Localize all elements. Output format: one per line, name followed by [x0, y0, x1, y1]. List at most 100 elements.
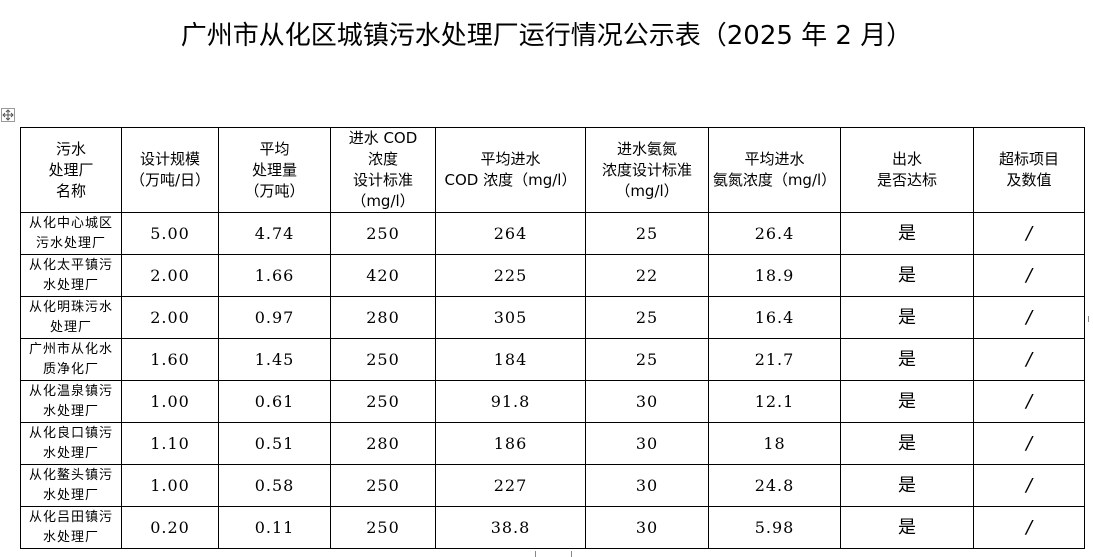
design-capacity-cell: 2.00	[121, 254, 219, 297]
table-header-row: 污水 处理厂 名称 设计规模 （万吨/日） 平均 处理量 （万吨） 进水 COD 浓度 设计标准 （m…	[20, 127, 1085, 213]
header-line: COD 浓度（mg/l）	[444, 171, 577, 189]
exceed-cell: /	[973, 254, 1085, 297]
header-line: 浓度	[367, 150, 398, 168]
design-capacity-cell: 1.00	[121, 464, 219, 507]
avg-nh3-cell: 18.9	[708, 254, 841, 297]
header-line: 进水 COD	[348, 129, 418, 147]
design-capacity-cell: 0.20	[121, 506, 219, 549]
plant-name-line: 水处理厂	[42, 277, 99, 293]
header-line: 进水氨氮	[616, 139, 677, 158]
avg-volume-cell: 0.61	[218, 380, 331, 423]
avg-cod-cell: 227	[435, 464, 586, 507]
cod-standard-cell: 420	[330, 254, 436, 297]
header-line: 平均进水	[744, 150, 805, 168]
page-title: 广州市从化区城镇污水处理厂运行情况公示表（2025 年 2 月）	[180, 21, 913, 51]
avg-cod-cell: 264	[435, 212, 586, 255]
design-capacity-cell: 1.10	[121, 422, 219, 465]
header-line: 处理量	[251, 160, 297, 179]
header-line: 污水	[55, 139, 86, 158]
plant-name-line: 水处理厂	[42, 403, 99, 419]
header-line: （万吨/日）	[129, 171, 211, 189]
header-line: 出水	[891, 150, 922, 168]
plant-name-cell: 从化吕田镇污 水处理厂	[20, 506, 122, 549]
header-line: 及数值	[1006, 171, 1052, 189]
header-line: 是否达标	[876, 171, 937, 189]
avg-cod-cell: 184	[435, 338, 586, 381]
header-line: 平均进水	[480, 150, 541, 168]
nh3-standard-cell: 25	[585, 296, 709, 339]
plant-name-line: 水处理厂	[42, 487, 99, 503]
avg-nh3-cell: 18	[708, 422, 841, 465]
table-row: 广州市从化水 质净化厂 1.60 1.45 250 184 25 21.7 是 /	[20, 338, 1085, 381]
plant-name-cell: 从化温泉镇污 水处理厂	[20, 380, 122, 423]
plant-name-line: 广州市从化水	[28, 341, 113, 357]
avg-volume-cell: 0.11	[218, 506, 331, 549]
plant-name-cell: 从化中心城区 污水处理厂	[20, 212, 122, 255]
avg-volume-cell: 4.74	[218, 212, 331, 255]
compliant-cell: 是	[840, 338, 974, 381]
avg-cod-cell: 91.8	[435, 380, 586, 423]
plant-name-line: 从化太平镇污	[28, 257, 113, 273]
cod-standard-cell: 250	[330, 338, 436, 381]
header-cod-standard: 进水 COD 浓度 设计标准 （mg/l）	[330, 127, 436, 213]
plant-name-cell: 广州市从化水 质净化厂	[20, 338, 122, 381]
header-line: 设计标准	[352, 171, 413, 189]
plant-name-line: 从化温泉镇污	[28, 383, 113, 399]
header-line: 名称	[55, 181, 86, 200]
header-line: 浓度设计标准	[601, 160, 692, 179]
exceed-cell: /	[973, 506, 1085, 549]
table-row: 从化温泉镇污 水处理厂 1.00 0.61 250 91.8 30 12.1 是 /	[20, 380, 1085, 423]
plant-name-line: 从化中心城区	[28, 215, 113, 231]
header-line: 超标项目	[998, 150, 1059, 168]
nh3-standard-cell: 25	[585, 212, 709, 255]
cod-standard-cell: 250	[330, 380, 436, 423]
design-capacity-cell: 2.00	[121, 296, 219, 339]
move-cross-icon[interactable]	[1, 108, 15, 122]
exceed-cell: /	[973, 422, 1085, 465]
header-avg-volume: 平均 处理量 （万吨）	[218, 127, 331, 213]
exceed-cell: /	[973, 296, 1085, 339]
header-line: 氨氮浓度（mg/l）	[712, 171, 837, 189]
compliant-cell: 是	[840, 212, 974, 255]
table-row: 从化良口镇污 水处理厂 1.10 0.51 280 186 30 18 是 /	[20, 422, 1085, 465]
exceed-cell: /	[973, 464, 1085, 507]
header-nh3-standard: 进水氨氮 浓度设计标准 （mg/l）	[585, 127, 709, 213]
plant-name-cell: 从化鳌头镇污 水处理厂	[20, 464, 122, 507]
avg-nh3-cell: 5.98	[708, 506, 841, 549]
plant-name-line: 从化鳌头镇污	[28, 467, 113, 483]
avg-cod-cell: 225	[435, 254, 586, 297]
avg-volume-cell: 0.97	[218, 296, 331, 339]
nh3-standard-cell: 25	[585, 338, 709, 381]
plant-name-line: 从化吕田镇污	[28, 509, 113, 525]
nh3-standard-cell: 30	[585, 380, 709, 423]
plant-name-line: 水处理厂	[42, 445, 99, 461]
nh3-standard-cell: 22	[585, 254, 709, 297]
cod-standard-cell: 280	[330, 422, 436, 465]
avg-nh3-cell: 21.7	[708, 338, 841, 381]
table-edge-marker	[1088, 316, 1089, 322]
table-row: 从化太平镇污 水处理厂 2.00 1.66 420 225 22 18.9 是 /	[20, 254, 1085, 297]
exceed-cell: /	[973, 338, 1085, 381]
plant-name-line: 从化明珠污水	[28, 299, 113, 315]
cod-standard-cell: 250	[330, 506, 436, 549]
avg-cod-cell: 305	[435, 296, 586, 339]
plant-name-cell: 从化明珠污水 处理厂	[20, 296, 122, 339]
header-avg-cod: 平均进水 COD 浓度（mg/l）	[435, 127, 586, 213]
plant-name-cell: 从化良口镇污 水处理厂	[20, 422, 122, 465]
cod-standard-cell: 250	[330, 212, 436, 255]
avg-cod-cell: 186	[435, 422, 586, 465]
table-row: 从化吕田镇污 水处理厂 0.20 0.11 250 38.8 30 5.98 是 /	[20, 506, 1085, 549]
table-edge-marker	[535, 551, 536, 557]
table-row: 从化中心城区 污水处理厂 5.00 4.74 250 264 25 26.4 是 /	[20, 212, 1085, 255]
compliant-cell: 是	[840, 296, 974, 339]
plant-name-line: 处理厂	[49, 319, 92, 335]
design-capacity-cell: 1.00	[121, 380, 219, 423]
compliant-cell: 是	[840, 254, 974, 297]
header-line: 设计规模	[139, 150, 200, 168]
nh3-standard-cell: 30	[585, 464, 709, 507]
compliant-cell: 是	[840, 422, 974, 465]
avg-volume-cell: 0.58	[218, 464, 331, 507]
cod-standard-cell: 250	[330, 464, 436, 507]
design-capacity-cell: 5.00	[121, 212, 219, 255]
header-line: 处理厂	[48, 160, 94, 179]
